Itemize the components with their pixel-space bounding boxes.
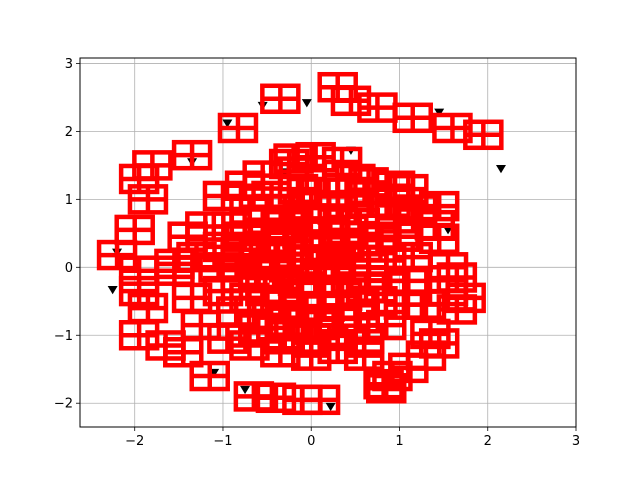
- triangle-marker: [301, 99, 312, 108]
- triangle-marker: [222, 119, 233, 128]
- hatched-square-marker: [217, 112, 259, 144]
- hatched-square-marker: [370, 187, 411, 218]
- hatched-square-marker: [343, 340, 385, 371]
- y-tick-label: 3: [65, 57, 73, 72]
- hatched-square-marker: [127, 184, 169, 215]
- triangle-marker: [495, 165, 506, 174]
- hatched-square-marker: [392, 102, 433, 134]
- hatched-square-marker: [118, 320, 160, 351]
- hatched-square-marker: [260, 83, 301, 115]
- hatched-square-marker: [321, 146, 363, 178]
- x-tick-label: 1: [395, 434, 403, 449]
- hatched-square-marker: [171, 139, 213, 171]
- triangle-marker: [325, 402, 336, 412]
- triangle-marker: [107, 285, 118, 295]
- x-tick-label: −1: [213, 434, 232, 449]
- hatched-square-marker: [273, 143, 314, 174]
- hatched-square-marker: [295, 309, 336, 341]
- hatched-square-marker: [96, 239, 138, 271]
- triangle-marker: [443, 226, 454, 235]
- x-tick-label: 2: [484, 434, 492, 449]
- hatched-square-marker: [418, 190, 460, 222]
- y-tick-label: −1: [54, 329, 73, 344]
- triangle-marker: [240, 385, 251, 395]
- hatched-square-marker: [330, 85, 372, 117]
- x-tick-label: −2: [125, 434, 144, 449]
- hatched-square-marker: [374, 170, 416, 202]
- y-tick-label: −2: [54, 397, 73, 412]
- x-tick-label: 3: [572, 434, 580, 449]
- hatched-square-marker: [154, 248, 195, 280]
- axis-ticks: −2 −1 0 1 2 3 −2 −1 0 1 2 3: [54, 57, 580, 449]
- hatched-square-marker: [410, 318, 451, 350]
- y-tick-label: 1: [65, 193, 73, 208]
- hatched-square-marker: [118, 275, 160, 307]
- data-markers: [96, 71, 506, 416]
- hatched-square-marker: [463, 119, 504, 151]
- hatched-square-marker: [189, 360, 230, 392]
- x-tick-label: 0: [307, 434, 315, 449]
- y-tick-label: 0: [65, 261, 73, 276]
- hatched-square-marker: [286, 245, 328, 276]
- hatched-square-marker: [396, 194, 438, 225]
- hatched-square-marker: [335, 163, 376, 195]
- hatched-square-marker: [405, 289, 447, 320]
- hatched-square-marker: [299, 384, 341, 416]
- triangle-marker: [434, 108, 445, 117]
- y-tick-label: 2: [65, 125, 73, 140]
- plot-frame: [79, 57, 577, 428]
